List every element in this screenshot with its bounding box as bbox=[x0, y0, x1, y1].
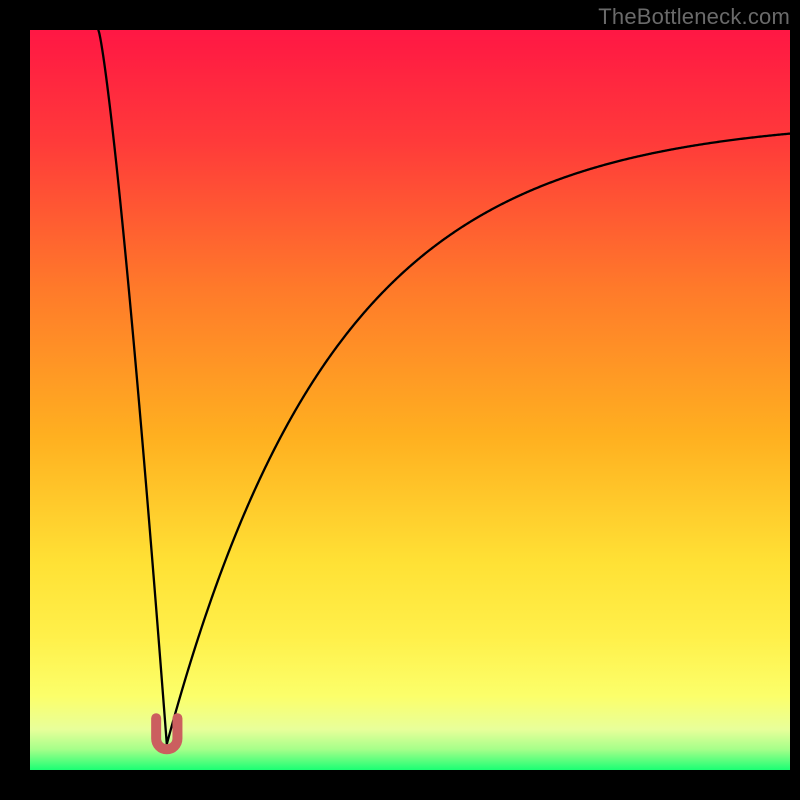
watermark-text: TheBottleneck.com bbox=[598, 4, 790, 30]
bottleneck-curve-chart bbox=[0, 0, 800, 800]
plot-background bbox=[30, 30, 790, 770]
chart-stage: TheBottleneck.com bbox=[0, 0, 800, 800]
